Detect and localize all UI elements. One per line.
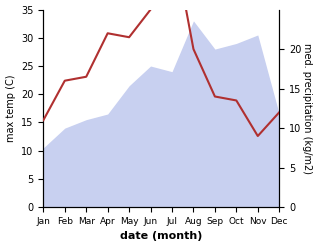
X-axis label: date (month): date (month)	[120, 231, 203, 242]
Y-axis label: max temp (C): max temp (C)	[5, 75, 16, 142]
Y-axis label: med. precipitation (kg/m2): med. precipitation (kg/m2)	[302, 43, 313, 174]
